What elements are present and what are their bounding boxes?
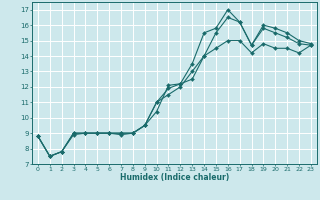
X-axis label: Humidex (Indice chaleur): Humidex (Indice chaleur) [120, 173, 229, 182]
